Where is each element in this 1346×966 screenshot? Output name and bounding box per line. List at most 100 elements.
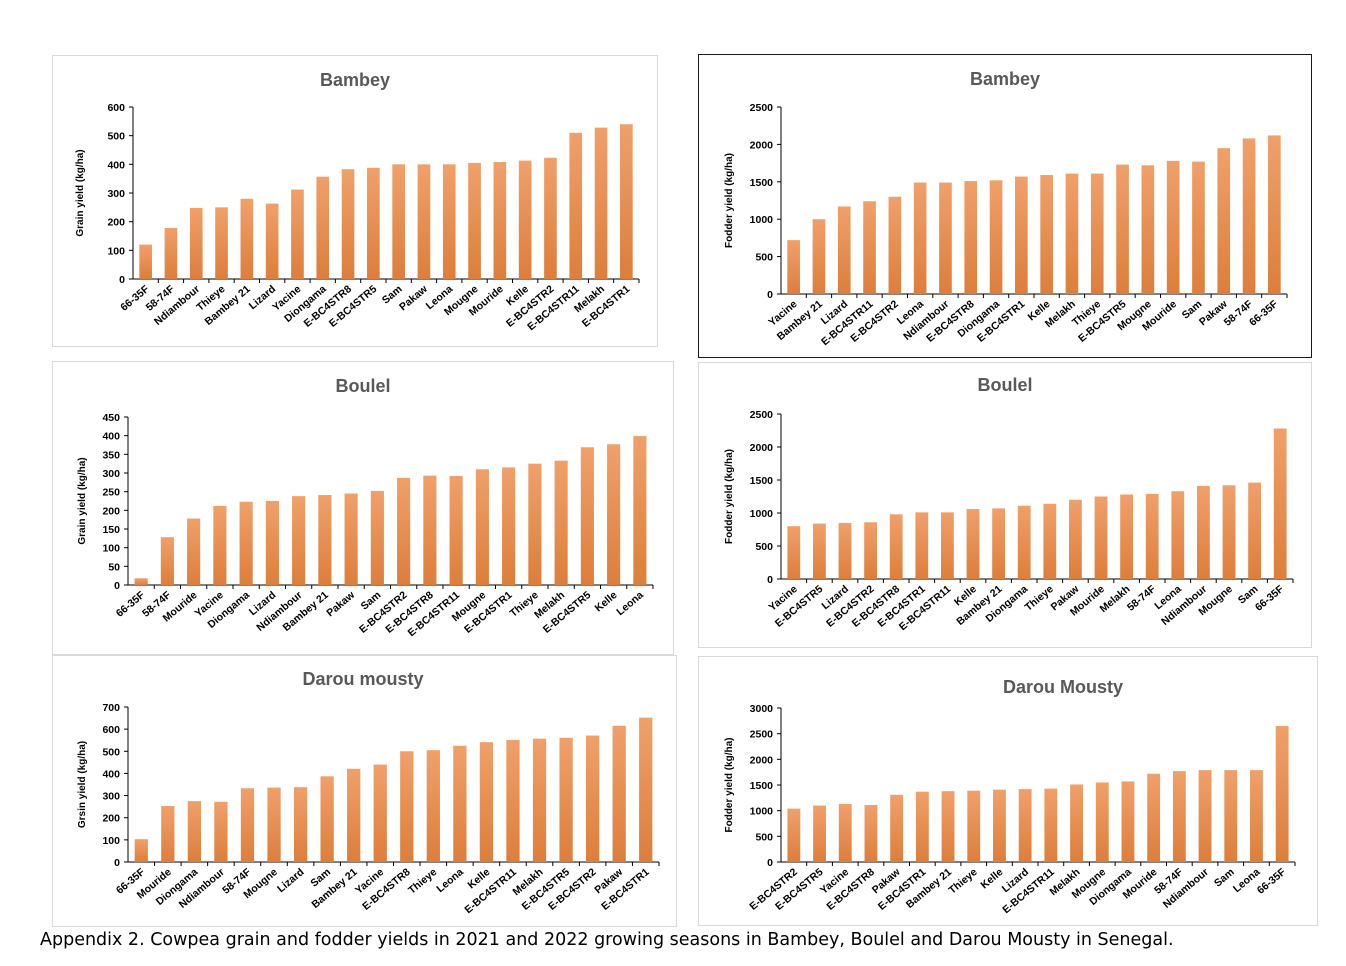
- bar: [1069, 499, 1082, 579]
- y-tick-label: 3000: [750, 703, 774, 715]
- x-tick-label: 66-35F: [114, 589, 148, 620]
- x-tick-label: Pakaw: [397, 283, 430, 314]
- bar: [397, 477, 411, 585]
- y-tick-label: 600: [107, 102, 125, 114]
- bar: [161, 805, 175, 862]
- y-tick-label: 0: [767, 574, 773, 586]
- x-tick-label: Thieye: [406, 866, 439, 897]
- bar: [240, 198, 254, 279]
- bar: [320, 776, 334, 862]
- x-tick-label: 58-74F: [1125, 583, 1159, 614]
- bar: [890, 794, 904, 862]
- bar: [187, 518, 201, 585]
- bar: [569, 132, 583, 279]
- y-axis-label: Fodder yield (kg/ha): [724, 153, 735, 248]
- bar: [1116, 164, 1129, 294]
- y-tick-label: 300: [102, 791, 120, 803]
- chart-panel-darou-grain: Darou mousty 0 100 200 300 400 500 600 700 Grsin …: [52, 655, 677, 927]
- bar: [265, 501, 279, 585]
- y-tick-label: 400: [107, 159, 125, 171]
- bar: [787, 526, 801, 579]
- y-tick-label: 2000: [750, 442, 774, 454]
- bar: [1044, 788, 1058, 862]
- bar: [502, 467, 516, 585]
- bar: [417, 164, 431, 279]
- bar: [139, 244, 152, 279]
- bar: [864, 522, 877, 579]
- y-tick-label: 2500: [750, 409, 774, 421]
- bar: [292, 496, 306, 585]
- bar: [187, 801, 202, 862]
- y-tick-label: 1000: [750, 214, 774, 226]
- bar: [838, 522, 852, 579]
- bar: [633, 436, 647, 585]
- y-tick-label: 300: [107, 188, 125, 200]
- bar: [787, 808, 801, 862]
- bar: [607, 444, 621, 585]
- bar: [1015, 176, 1028, 294]
- x-tick-label: 66-35F: [1247, 298, 1281, 329]
- bar: [213, 505, 227, 585]
- bar: [532, 738, 547, 862]
- bar: [1095, 782, 1109, 862]
- bar: [813, 805, 826, 862]
- bar: [964, 181, 978, 294]
- bar: [1145, 493, 1159, 579]
- y-tick-label: 50: [108, 561, 120, 573]
- bar: [293, 787, 308, 862]
- bar: [1197, 485, 1210, 579]
- bar: [1094, 496, 1108, 579]
- bar: [160, 537, 174, 585]
- chart-title: Darou mousty: [302, 669, 423, 689]
- bar: [1192, 161, 1205, 294]
- bar: [1268, 135, 1281, 294]
- y-tick-label: 350: [102, 449, 120, 461]
- bar: [1121, 781, 1135, 862]
- y-tick-label: 400: [102, 768, 120, 780]
- bar: [214, 801, 228, 862]
- bar: [594, 127, 608, 279]
- bar: [265, 203, 279, 279]
- bar: [400, 751, 414, 862]
- x-tick-label: Lizard: [275, 866, 306, 895]
- bar: [1198, 770, 1212, 862]
- bar: [189, 207, 203, 279]
- bar: [838, 803, 852, 862]
- bar: [318, 495, 332, 585]
- bar: [1090, 173, 1104, 294]
- y-tick-label: 500: [755, 541, 773, 553]
- bar: [528, 463, 542, 585]
- bar-chart-svg: Boulel 0 50 100 150 200 250 300 350 400 450 Grain y…: [77, 376, 654, 639]
- bar: [1166, 160, 1180, 294]
- x-tick-label: 66-35F: [1253, 583, 1287, 614]
- bar: [316, 176, 330, 279]
- x-tick-label: Thieye: [1023, 583, 1056, 614]
- bar: [267, 787, 281, 862]
- bar-chart-svg: Bambey 0 100 200 300 400 500 600 Grain yield (kg…: [75, 70, 640, 333]
- bar: [813, 523, 826, 579]
- bar: [341, 169, 355, 279]
- bar: [1120, 494, 1133, 579]
- y-tick-label: 100: [102, 543, 120, 555]
- bar: [134, 839, 148, 862]
- bar: [344, 493, 358, 585]
- bar: [863, 201, 876, 294]
- bar: [915, 791, 929, 862]
- chart-panel-boulel-grain: Boulel 0 50 100 150 200 250 300 350 400 450 Grain y…: [52, 361, 674, 655]
- bar: [939, 182, 952, 294]
- bar: [837, 206, 851, 294]
- chart-title: Darou Mousty: [1003, 677, 1123, 697]
- bar: [1018, 789, 1032, 862]
- bar: [240, 788, 255, 862]
- bar: [913, 182, 927, 294]
- bar-chart-svg: Boulel 0 500 1000 1500 2000 2500 Fodder yield (…: [724, 375, 1294, 633]
- bar: [1248, 482, 1261, 579]
- y-tick-label: 2000: [750, 754, 774, 766]
- bar: [468, 162, 481, 279]
- y-tick-label: 2500: [750, 729, 774, 741]
- bar: [1065, 173, 1079, 294]
- bar: [215, 207, 228, 279]
- bar: [164, 227, 178, 279]
- bar: [620, 124, 633, 279]
- y-tick-label: 500: [755, 252, 773, 264]
